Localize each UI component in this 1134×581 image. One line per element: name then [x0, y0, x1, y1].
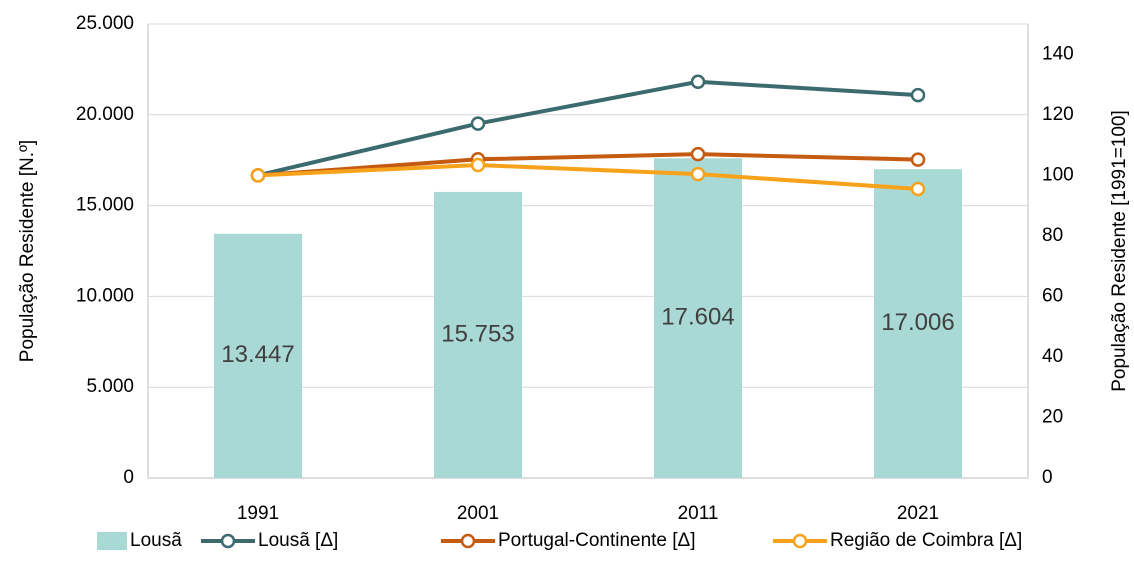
legend-label: Lousã [Δ]	[258, 530, 338, 551]
bar-value-label: 17.006	[881, 309, 954, 336]
y2-tick-label: 40	[1042, 346, 1063, 367]
line-marker	[910, 87, 926, 103]
legend-marker	[460, 533, 476, 549]
bar	[434, 191, 522, 478]
line-marker	[470, 157, 486, 173]
y-tick-label: 25.000	[76, 13, 134, 34]
line-marker	[690, 74, 706, 90]
legend-label: Região de Coimbra [Δ]	[830, 530, 1022, 551]
y-tick-label: 15.000	[76, 195, 134, 216]
y-tick-label: 0	[123, 467, 134, 488]
y2-tick-label: 60	[1042, 285, 1063, 306]
x-tick-label: 2001	[457, 503, 499, 524]
legend-marker	[792, 533, 808, 549]
bar	[654, 158, 742, 479]
y2-tick-label: 0	[1042, 467, 1053, 488]
line-marker	[690, 166, 706, 182]
y2-tick-label: 100	[1042, 164, 1074, 185]
bar-value-label: 13.447	[221, 341, 294, 368]
legend-label: Lousã	[130, 530, 182, 551]
line-marker	[250, 168, 266, 183]
line-marker	[910, 152, 926, 167]
line-marker	[910, 181, 926, 197]
y-axis-title: População Residente [N.º]	[17, 140, 38, 362]
legend-marker	[220, 533, 236, 549]
bar-value-label: 15.753	[441, 320, 514, 347]
x-tick-label: 2021	[897, 503, 939, 524]
line-marker	[470, 116, 486, 131]
y2-tick-label: 80	[1042, 225, 1063, 246]
line	[257, 163, 919, 191]
line-marker	[690, 146, 706, 162]
y2-tick-label: 20	[1042, 406, 1063, 427]
y-tick-label: 5.000	[86, 376, 134, 397]
bar	[214, 233, 302, 478]
line	[257, 152, 919, 178]
line	[257, 79, 919, 178]
x-tick-label: 2011	[678, 503, 719, 524]
y2-tick-label: 140	[1042, 43, 1074, 64]
legend-swatch	[97, 532, 127, 550]
x-tick-label: 1991	[237, 503, 279, 524]
y-tick-label: 20.000	[76, 104, 134, 125]
y2-tick-label: 120	[1042, 104, 1074, 125]
y-tick-label: 10.000	[76, 285, 134, 306]
bar	[874, 169, 962, 479]
y2-axis-title: População Residente [1991=100]	[1109, 110, 1130, 392]
legend-label: Portugal-Continente [Δ]	[498, 530, 696, 551]
bar-value-label: 17.604	[661, 303, 734, 330]
